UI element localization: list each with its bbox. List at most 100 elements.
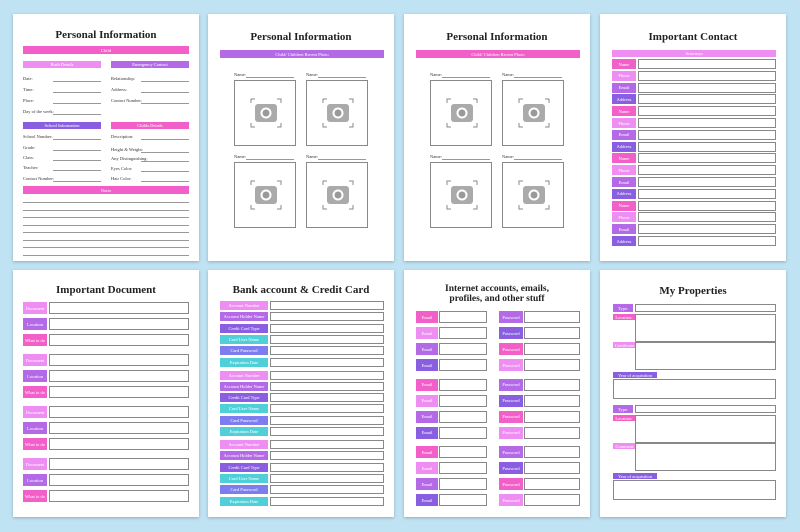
field-label: Day of the week: <box>23 109 54 114</box>
field-line <box>53 181 101 182</box>
row-label: Email <box>612 82 636 93</box>
input-field <box>635 415 776 443</box>
row-label: Card Password <box>220 415 268 425</box>
field-line <box>53 114 101 115</box>
photo-name-line <box>246 77 294 78</box>
input-field <box>270 440 384 449</box>
row-label: Email <box>416 327 438 339</box>
row-label: Card User Name <box>220 404 268 414</box>
row-label: Account Number <box>220 440 268 449</box>
field-line <box>141 171 189 172</box>
input-field <box>49 354 189 366</box>
camera-icon <box>322 180 354 210</box>
row-label: Password <box>499 494 523 506</box>
input-field <box>635 304 776 312</box>
input-field <box>439 426 487 439</box>
input-field <box>270 312 384 322</box>
input-field <box>49 490 189 502</box>
input-field <box>49 302 189 314</box>
input-field <box>270 370 384 380</box>
row-label: Email <box>416 494 438 506</box>
input-field <box>638 59 776 69</box>
row-label: Phone <box>612 70 636 81</box>
field-label: Grade: <box>23 145 36 150</box>
input-field <box>613 379 776 399</box>
input-field <box>270 301 384 310</box>
page-title: Personal Information <box>250 31 352 43</box>
row-label: Email <box>416 446 438 458</box>
bank-page: Bank account & Credit Card Account Number… <box>208 270 394 517</box>
note-line <box>23 239 189 241</box>
row-label: Email <box>612 224 636 235</box>
field-label: Teacher: <box>23 165 39 170</box>
photo-frame <box>234 80 296 146</box>
input-field <box>524 478 580 490</box>
field-line <box>53 170 101 171</box>
input-field <box>638 224 776 235</box>
input-field <box>439 343 487 355</box>
input-field <box>613 480 776 500</box>
row-label: Password <box>499 446 523 458</box>
input-field <box>638 118 776 128</box>
input-field <box>270 393 384 403</box>
row-label: What to do <box>23 386 47 398</box>
field-line <box>53 150 101 151</box>
input-field <box>638 70 776 81</box>
section-header: Birth Details <box>23 61 101 68</box>
field-line <box>141 152 189 153</box>
input-field <box>49 334 189 346</box>
input-field <box>439 446 487 458</box>
input-field <box>638 236 776 246</box>
photo-frame <box>306 80 368 146</box>
page-title: Personal Information <box>55 29 157 41</box>
input-field <box>49 458 189 470</box>
section-header: Child/ Children Recent Photo <box>416 50 580 58</box>
input-field <box>524 394 580 407</box>
row-label: Password <box>499 462 523 474</box>
note-line <box>23 202 189 203</box>
page-title: Important Contact <box>648 31 738 43</box>
input-field <box>635 405 776 413</box>
input-field <box>638 212 776 223</box>
input-field <box>49 370 189 382</box>
input-field <box>270 404 384 414</box>
field-line <box>141 103 189 104</box>
input-field <box>524 426 580 439</box>
row-label: Location <box>23 318 47 330</box>
input-field <box>638 129 776 140</box>
row-label: Email <box>416 359 438 371</box>
row-label: Location: <box>613 415 635 421</box>
camera-icon <box>446 180 478 210</box>
input-field <box>49 318 189 330</box>
input-field <box>635 443 776 471</box>
photo-frame <box>502 80 564 146</box>
documents-page: Important Document Document Location What t… <box>13 270 199 517</box>
row-label: Account Number <box>220 301 268 310</box>
input-field <box>524 327 580 339</box>
row-label: Year of acquisition <box>613 473 657 479</box>
camera-icon <box>250 180 282 210</box>
camera-icon <box>250 98 282 128</box>
field-label: Height & Weight: <box>111 147 144 152</box>
input-field <box>439 327 487 339</box>
row-label: Password <box>499 343 523 355</box>
section-header: Child/ Children Recent Photo <box>220 50 384 58</box>
row-label: Password <box>499 394 523 407</box>
row-label: Name <box>612 153 636 164</box>
row-label: Expiration Date <box>220 496 268 506</box>
row-label: Document <box>23 458 47 470</box>
section-header: Notes <box>23 186 189 194</box>
row-label: What to do <box>23 438 47 450</box>
input-field <box>439 462 487 474</box>
row-label: Card Password <box>220 485 268 495</box>
field-line <box>53 139 101 140</box>
input-field <box>439 494 487 506</box>
photo-name-line <box>514 159 562 160</box>
input-field <box>49 406 189 418</box>
note-line <box>23 209 189 211</box>
field-label: Description: <box>111 134 134 139</box>
row-label: Address <box>612 94 636 105</box>
row-label: Expiration Date <box>220 357 268 367</box>
row-label: Password <box>499 478 523 490</box>
input-field <box>439 311 487 323</box>
